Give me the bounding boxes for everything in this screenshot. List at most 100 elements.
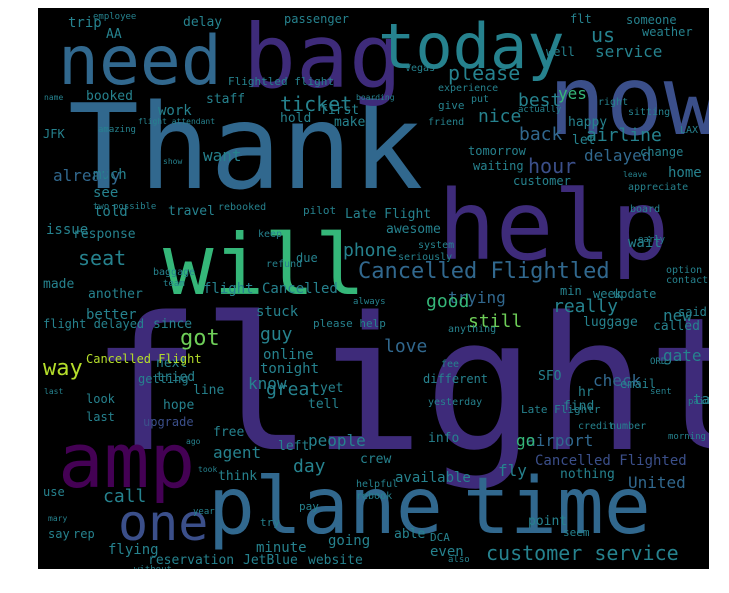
cloud-word: tonight: [260, 361, 320, 377]
cloud-word: option: [666, 265, 703, 276]
cloud-word: different: [423, 372, 489, 386]
cloud-word: refund: [266, 259, 303, 270]
cloud-word: please help: [313, 317, 386, 330]
cloud-word: nothing: [560, 467, 615, 482]
cloud-word: without: [134, 566, 172, 570]
cloud-word: number: [610, 421, 647, 432]
cloud-word: customer: [513, 174, 571, 188]
cloud-word: yesterday: [428, 397, 483, 408]
cloud-word: contact: [666, 275, 709, 286]
cloud-word: boarding: [356, 93, 395, 102]
cloud-word: issue: [46, 222, 89, 238]
cloud-word: fly: [498, 461, 527, 480]
cloud-word: upgrade: [143, 415, 194, 429]
cloud-word: seat: [78, 246, 127, 270]
cloud-word: Flightled flight: [228, 75, 334, 88]
cloud-word: available: [395, 470, 471, 486]
cloud-word: got: [180, 326, 220, 351]
cloud-word: JFK: [43, 127, 65, 141]
cloud-word: give: [438, 99, 465, 112]
cloud-word: put: [471, 94, 490, 105]
cloud-word: made: [43, 277, 75, 292]
cloud-word: find: [563, 399, 595, 414]
cloud-word: sent: [650, 387, 672, 397]
cloud-word: took: [198, 465, 218, 474]
cloud-word: two: [93, 202, 110, 212]
cloud-word: Cancelled Flightled: [358, 259, 610, 284]
cloud-word: right: [598, 97, 629, 108]
cloud-word: think: [218, 469, 258, 484]
cloud-word: show: [163, 157, 183, 166]
cloud-word: waiting: [473, 159, 524, 173]
cloud-word: due: [296, 251, 318, 265]
cloud-word: someone: [626, 13, 677, 27]
cloud-word: change: [640, 145, 684, 159]
cloud-word: better: [86, 307, 137, 323]
cloud-word: one: [118, 494, 209, 552]
cloud-word: already: [53, 166, 121, 185]
cloud-word: DCA: [430, 531, 450, 544]
cloud-word: helpful: [356, 479, 399, 490]
cloud-word: say: [48, 527, 70, 541]
cloud-word: back: [519, 124, 563, 145]
cloud-word: anything: [448, 324, 497, 335]
cloud-word: time: [463, 462, 651, 552]
cloud-word: will: [163, 216, 366, 314]
cloud-word: last: [44, 387, 64, 396]
cloud-word: told: [94, 204, 128, 220]
cloud-word: call: [103, 486, 147, 507]
cloud-word: wait: [628, 235, 662, 251]
cloud-word: guy: [260, 324, 293, 345]
cloud-word: rebooked: [218, 202, 267, 213]
cloud-word: happy: [568, 115, 608, 130]
cloud-word: best: [518, 90, 562, 111]
cloud-word: want: [203, 146, 242, 165]
cloud-word: amazing: [98, 125, 136, 135]
cloud-word: SFO: [538, 369, 562, 384]
cloud-word: minute: [256, 540, 307, 556]
cloud-word: leave: [623, 170, 648, 179]
cloud-word: free: [213, 425, 245, 440]
cloud-word: even: [430, 544, 464, 560]
cloud-word: Late Flightr: [521, 403, 601, 416]
cloud-word: check: [593, 371, 642, 390]
cloud-word: first: [320, 103, 360, 118]
cloud-word: good: [426, 291, 470, 312]
cloud-word: need: [58, 22, 222, 101]
cloud-word: said: [678, 305, 707, 319]
cloud-word: tell: [308, 397, 340, 412]
cloud-word: year: [193, 507, 215, 517]
cloud-word: trying: [448, 288, 506, 307]
cloud-word: pilot: [303, 204, 337, 217]
cloud-word: team: [163, 279, 185, 289]
cloud-word: delay: [183, 15, 223, 30]
cloud-word: line: [193, 383, 225, 398]
cloud-word: use: [43, 485, 65, 499]
cloud-word: early: [638, 235, 666, 245]
cloud-word: update: [613, 287, 657, 301]
cloud-word: look: [86, 392, 115, 406]
cloud-word: ORD: [650, 357, 667, 367]
cloud-word: yes: [558, 84, 587, 103]
cloud-word: hope: [163, 398, 195, 413]
cloud-word: seem: [563, 526, 590, 539]
cloud-word: LAX: [680, 125, 699, 136]
cloud-word: left: [278, 439, 310, 454]
cloud-word: flight Cancelled: [203, 281, 338, 297]
cloud-word: airport: [526, 431, 594, 450]
cloud-word: phone: [343, 240, 398, 261]
cloud-word: crew: [360, 452, 392, 467]
cloud-word: last: [86, 410, 115, 424]
cloud-word: please: [448, 61, 521, 85]
cloud-word: booked: [86, 89, 133, 104]
cloud-word: going: [328, 533, 371, 549]
cloud-word: min: [560, 284, 582, 298]
cloud-word: know: [248, 374, 287, 393]
cloud-word: mary: [48, 514, 68, 523]
cloud-word: rebook: [356, 491, 393, 502]
cloud-word: new: [663, 306, 692, 325]
cloud-word: pay: [299, 500, 319, 513]
cloud-word: today: [378, 10, 565, 83]
cloud-word: Cancelled Flight: [86, 352, 202, 366]
cloud-word: credit: [578, 421, 615, 432]
